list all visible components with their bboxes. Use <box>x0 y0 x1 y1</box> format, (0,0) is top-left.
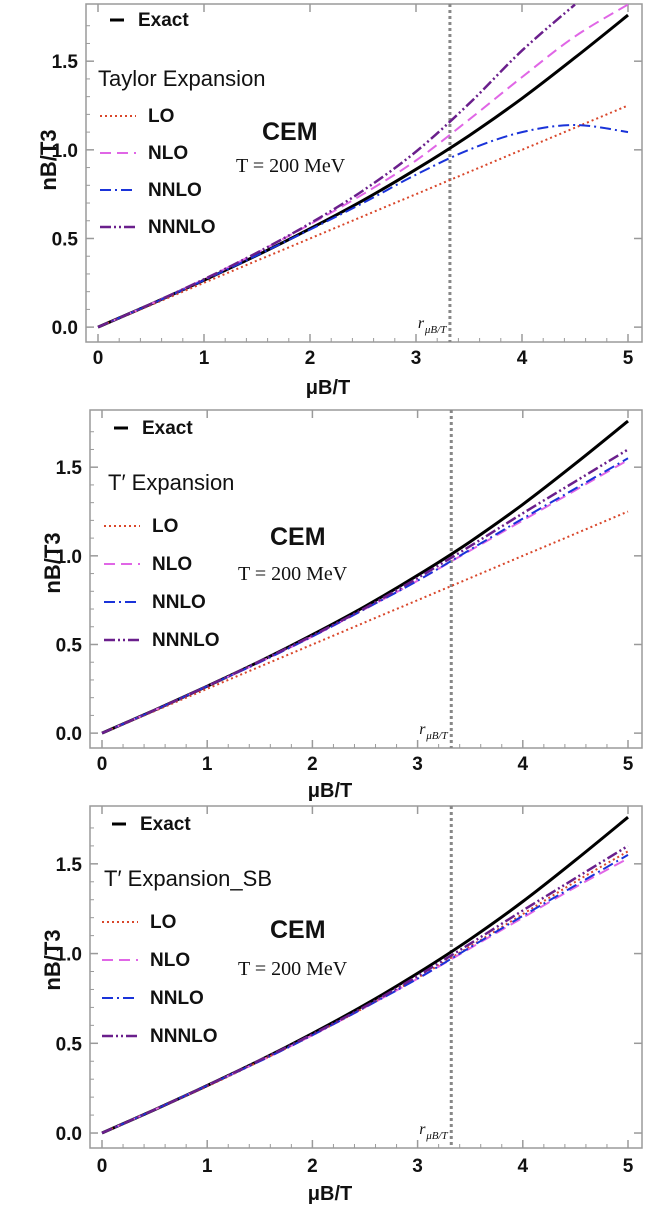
x-tick-label: 5 <box>623 1156 634 1177</box>
temperature-label: T = 200 MeV <box>238 958 348 980</box>
chart-panel-1: 0 1 2 3 4 50.00.51.01.5r μB/TExactLONLONNLONNN… <box>36 3 643 399</box>
x-tick-label: 5 <box>623 348 634 369</box>
y-tick-label: 0.5 <box>56 1034 83 1055</box>
x-axis-label: μB/T <box>308 780 352 802</box>
legend-label-nnlo: NNLO <box>152 592 206 613</box>
temperature-label: T = 200 MeV <box>238 563 348 585</box>
model-label: CEM <box>270 523 326 551</box>
y-tick-label: 1.0 <box>56 547 82 568</box>
series-line-nnlo <box>101 854 629 1134</box>
plot-frame <box>85 3 643 343</box>
y-tick-label: 1.5 <box>56 458 83 479</box>
y-tick-label: 1.5 <box>52 52 79 73</box>
series-line-exact <box>97 13 629 329</box>
x-tick-label: 3 <box>412 754 423 775</box>
series-line-exact <box>101 419 629 735</box>
chart-heading: Taylor Expansion <box>98 66 266 91</box>
legend-label-nnlo: NNLO <box>150 988 204 1009</box>
legend-label-exact: Exact <box>140 814 191 835</box>
chart-panel-3: 0 1 2 3 4 50.00.51.01.5r μB/TExactLONLONNLONNN… <box>40 805 643 1205</box>
y-axis-label: nB/T3 <box>40 929 65 990</box>
x-tick-label: 4 <box>517 348 528 369</box>
y-tick-label: 1.5 <box>56 855 83 876</box>
series-line-nnnlo <box>97 4 576 329</box>
x-tick-label: 1 <box>202 1156 213 1177</box>
temperature-label: T = 200 MeV <box>236 155 346 177</box>
series-line-lo <box>101 510 629 735</box>
x-tick-label: 1 <box>202 754 213 775</box>
y-tick-label: 0.0 <box>56 1124 82 1145</box>
x-axis-label: μB/T <box>308 1183 352 1205</box>
model-label: CEM <box>270 916 326 944</box>
x-tick-label: 2 <box>307 1156 318 1177</box>
series-line-nnnlo <box>101 844 629 1135</box>
x-tick-label: 2 <box>305 348 316 369</box>
y-tick-label: 0.0 <box>52 318 78 339</box>
series-line-exact <box>101 816 629 1135</box>
legend-label-lo: LO <box>148 106 174 127</box>
radius-label: r <box>419 721 426 738</box>
y-tick-label: 1.0 <box>52 141 78 162</box>
radius-label: r <box>418 315 425 332</box>
series-line-nlo <box>97 4 629 329</box>
y-tick-label: 0.5 <box>52 229 79 250</box>
x-tick-label: 1 <box>199 348 210 369</box>
legend-label-lo: LO <box>150 912 176 933</box>
x-tick-label: 0 <box>97 754 108 775</box>
plot-frame <box>89 805 643 1149</box>
legend-label-nnlo: NNLO <box>148 180 202 201</box>
legend-label-nlo: NLO <box>150 950 190 971</box>
y-tick-label: 1.0 <box>56 945 82 966</box>
legend-label-nnnlo: NNNLO <box>148 217 216 238</box>
radius-label: r <box>419 1121 426 1138</box>
series-line-nnnlo <box>101 448 629 735</box>
y-axis-label: nB/T3 <box>40 532 65 593</box>
radius-subscript: μB/T <box>424 324 447 336</box>
legend-label-exact: Exact <box>142 418 193 439</box>
y-axis-label: nB/T3 <box>36 129 61 190</box>
x-tick-label: 3 <box>412 1156 423 1177</box>
chart-heading: T′ Expansion_SB <box>104 866 272 891</box>
x-tick-label: 4 <box>518 754 529 775</box>
radius-subscript: μB/T <box>425 730 448 742</box>
series-line-lo <box>97 104 629 329</box>
legend-label-nlo: NLO <box>148 143 188 164</box>
x-tick-label: 4 <box>518 1156 529 1177</box>
legend-label-nnnlo: NNNLO <box>152 630 220 651</box>
y-tick-label: 0.5 <box>56 635 83 656</box>
x-axis-label: μB/T <box>306 377 350 399</box>
legend-label-nlo: NLO <box>152 554 192 575</box>
legend-label-exact: Exact <box>138 10 189 31</box>
chart-heading: T′ Expansion <box>108 470 234 495</box>
legend-label-nnnlo: NNNLO <box>150 1026 218 1047</box>
x-tick-label: 0 <box>97 1156 108 1177</box>
x-tick-label: 3 <box>411 348 422 369</box>
radius-subscript: μB/T <box>425 1130 448 1142</box>
plot-frame <box>89 409 643 749</box>
model-label: CEM <box>262 118 318 146</box>
y-tick-label: 0.0 <box>56 724 82 745</box>
x-tick-label: 5 <box>623 754 634 775</box>
x-tick-label: 0 <box>93 348 104 369</box>
x-tick-label: 2 <box>307 754 318 775</box>
legend-label-lo: LO <box>152 516 178 537</box>
series-line-nnlo <box>101 457 629 735</box>
chart-panel-2: 0 1 2 3 4 50.00.51.01.5r μB/TExactLONLONNLONNN… <box>40 409 643 802</box>
